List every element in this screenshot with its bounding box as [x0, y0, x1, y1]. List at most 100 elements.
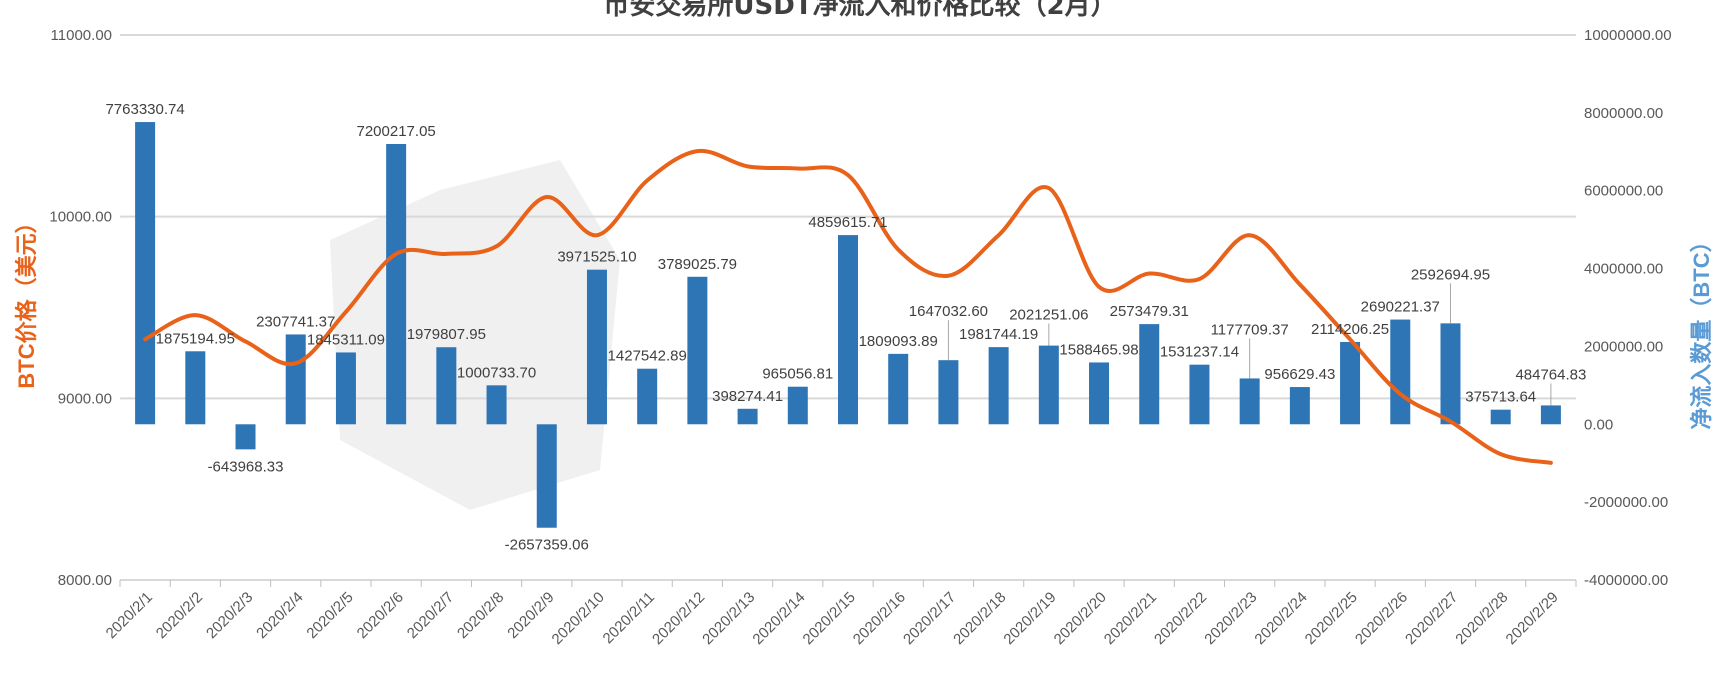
x-tick-label: 2020/2/14	[749, 589, 808, 648]
bar-data-label: 398274.41	[712, 388, 783, 405]
bar	[1038, 345, 1059, 425]
left-axis-label: BTC价格（美元）	[14, 211, 39, 388]
x-tick-label: 2020/2/23	[1201, 589, 1260, 648]
x-tick-label: 2020/2/16	[850, 589, 909, 648]
x-tick-label: 2020/2/13	[699, 589, 758, 648]
bar	[787, 386, 808, 425]
right-tick-label: 8000000.00	[1584, 105, 1663, 122]
x-tick-label: 2020/2/2	[153, 589, 206, 642]
bar-data-label: 1647032.60	[909, 303, 988, 320]
right-tick-label: -4000000.00	[1584, 572, 1668, 589]
bar	[335, 352, 356, 425]
bar-data-label: 2114206.25	[1311, 321, 1389, 338]
bar	[386, 143, 407, 425]
bar-data-label: 3789025.79	[658, 256, 737, 273]
bar	[1139, 324, 1160, 425]
data-labels: 7763330.74 1875194.95 -643968.33 2307741.37…	[105, 101, 1586, 554]
bar-data-label: 956629.43	[1264, 366, 1335, 383]
bar-data-label: -643968.33	[208, 458, 284, 475]
bar-data-label: 1000733.70	[457, 364, 536, 381]
bar	[687, 276, 708, 425]
bar-data-label: 2573479.31	[1110, 303, 1189, 320]
right-axis-ticks: -4000000.00 -2000000.00 0.00 2000000.00 4000…	[1584, 27, 1672, 589]
bar	[1390, 319, 1411, 425]
bar-data-label: 1809093.89	[859, 333, 938, 350]
x-tick-label: 2020/2/20	[1051, 589, 1110, 648]
x-tick-label: 2020/2/17	[900, 589, 959, 648]
x-tick-label: 2020/2/29	[1503, 589, 1562, 648]
x-tick-label: 2020/2/6	[354, 589, 407, 642]
bar-data-label: 1588465.98	[1059, 341, 1138, 358]
bar	[838, 235, 858, 425]
bar	[235, 424, 256, 450]
right-tick-label: 6000000.00	[1584, 183, 1663, 200]
left-tick-label: 10000.00	[49, 209, 112, 226]
x-tick-label: 2020/2/15	[800, 589, 859, 648]
right-tick-label: 0.00	[1584, 416, 1613, 433]
x-tick-label: 2020/2/22	[1151, 589, 1210, 648]
x-tick-label: 2020/2/18	[950, 589, 1009, 648]
x-tick-label: 2020/2/12	[649, 589, 708, 648]
bar	[938, 360, 959, 425]
bar	[1189, 364, 1210, 425]
bar	[1089, 362, 1110, 425]
bar-data-label: 2307741.37	[256, 313, 335, 330]
bar-data-label: 1531237.14	[1160, 344, 1239, 361]
bar-series	[135, 122, 1561, 528]
line-series	[143, 148, 1553, 465]
x-tick-label: 2020/2/5	[303, 589, 356, 642]
price-line	[143, 148, 1553, 465]
x-tick-label: 2020/2/4	[253, 589, 306, 642]
x-tick-label: 2020/2/26	[1352, 589, 1411, 648]
bar-data-label: 3971525.10	[557, 249, 636, 266]
bar	[988, 347, 1009, 425]
chart-title: 币安交易所USDT净流入和价格比较（2月）	[603, 0, 1116, 21]
bar	[888, 353, 909, 425]
x-tick-label: 2020/2/10	[549, 589, 608, 648]
bar-data-label: 1177709.37	[1211, 321, 1289, 338]
right-axis-label: 净流入数量（BTC）	[1689, 230, 1714, 429]
bar	[185, 351, 206, 425]
bar	[1490, 409, 1511, 425]
bar	[737, 408, 758, 425]
bar	[1340, 341, 1361, 425]
x-tick-label: 2020/2/24	[1251, 589, 1310, 648]
right-tick-label: -2000000.00	[1584, 494, 1668, 511]
bar-data-label: 7200217.05	[357, 123, 436, 140]
right-tick-label: 10000000.00	[1584, 27, 1672, 44]
bar	[586, 269, 607, 425]
bar	[637, 368, 658, 425]
x-tick-label: 2020/2/21	[1101, 589, 1160, 648]
bar	[1239, 378, 1260, 425]
bar-data-label: 1981744.19	[959, 326, 1038, 343]
right-tick-label: 4000000.00	[1584, 261, 1663, 278]
x-tick-label: 2020/2/8	[454, 589, 507, 642]
bar-data-label: 965056.81	[762, 366, 833, 383]
left-tick-label: 8000.00	[58, 572, 112, 589]
bar	[1440, 323, 1461, 425]
bar	[486, 385, 507, 425]
left-axis-ticks: 8000.00 9000.00 10000.00 11000.00	[49, 27, 112, 589]
left-tick-label: 9000.00	[58, 390, 112, 407]
bar	[436, 347, 457, 425]
x-tick-label: 2020/2/19	[1000, 589, 1059, 648]
bar-data-label: 1845311.09	[307, 331, 385, 348]
bar-data-label: 1979807.95	[407, 326, 486, 343]
x-tick-label: 2020/2/1	[103, 589, 156, 642]
bar-data-label: 484764.83	[1515, 366, 1586, 383]
bar	[536, 424, 557, 528]
bar-data-label: 1875194.95	[156, 330, 235, 347]
x-axis-ticks: 2020/2/12020/2/22020/2/32020/2/42020/2/5…	[103, 580, 1577, 648]
bar-data-label: 375713.64	[1465, 389, 1536, 406]
label-leader-lines	[947, 283, 1552, 406]
bar	[285, 334, 306, 425]
bar-data-label: 1427542.89	[608, 348, 687, 365]
bar	[1540, 405, 1561, 425]
x-tick-label: 2020/2/11	[600, 589, 658, 647]
x-tick-label: 2020/2/27	[1402, 589, 1461, 648]
bar-data-label: 2690221.37	[1361, 299, 1440, 316]
x-tick-label: 2020/2/28	[1452, 589, 1511, 648]
bar-data-label: 7763330.74	[105, 101, 184, 118]
